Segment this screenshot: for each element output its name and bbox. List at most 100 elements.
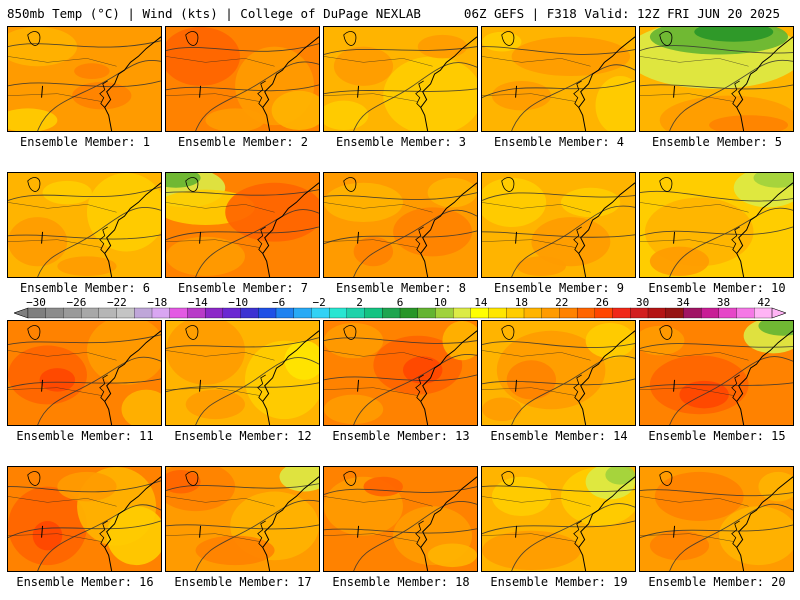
colorbar-swatch <box>647 307 667 319</box>
temperature-map <box>640 321 793 425</box>
ensemble-member-map <box>481 320 636 426</box>
colorbar-tick-label: 26 <box>595 296 609 309</box>
colorbar-tick-label: 14 <box>474 296 488 309</box>
valid-time-label: 06Z GEFS | F318 Valid: 12Z FRI JUN 20 20… <box>463 6 780 21</box>
temperature-map <box>324 321 477 425</box>
colorbar-swatch <box>222 307 242 319</box>
colorbar-tick-label: −10 <box>228 296 249 309</box>
ensemble-member-map <box>165 172 320 278</box>
ensemble-member-map <box>323 172 478 278</box>
temperature-map <box>166 173 319 277</box>
colorbar-swatch <box>665 307 684 319</box>
temperature-map <box>640 173 793 277</box>
temperature-map <box>324 467 477 571</box>
colorbar-tick-label: −18 <box>147 296 168 309</box>
colorbar-tick-label: 42 <box>757 296 771 309</box>
colorbar-swatch <box>258 307 277 319</box>
colorbar-tick-label: 38 <box>716 296 731 309</box>
ensemble-member-caption: Ensemble Member: 4 <box>493 135 625 149</box>
ensemble-member-caption: Ensemble Member: 20 <box>648 575 786 589</box>
colorbar-swatch <box>399 307 419 319</box>
ensemble-member-caption: Ensemble Member: 10 <box>648 281 786 295</box>
colorbar-swatch <box>452 307 472 319</box>
colorbar-swatch <box>80 307 100 319</box>
colorbar-swatch <box>594 307 614 319</box>
temperature-map <box>166 467 319 571</box>
colorbar-swatch <box>98 307 118 319</box>
ensemble-member-map <box>639 466 794 572</box>
colorbar-tick-label: 10 <box>433 296 448 309</box>
colorbar-swatch <box>169 307 188 319</box>
colorbar-swatch <box>700 307 720 319</box>
colorbar-swatch <box>612 307 631 319</box>
colorbar-swatch <box>754 307 773 319</box>
temperature-map <box>482 467 635 571</box>
temperature-map <box>482 27 635 131</box>
colorbar-tick-label: −6 <box>272 296 286 309</box>
ensemble-member-caption: Ensemble Member: 2 <box>177 135 309 149</box>
colorbar-swatch <box>187 307 206 319</box>
ensemble-member-caption: Ensemble Member: 16 <box>16 575 154 589</box>
temperature-map <box>166 321 319 425</box>
chart-title: 850mb Temp (°C) | Wind (kts) | College o… <box>7 6 421 21</box>
colorbar-swatch <box>736 307 755 319</box>
ensemble-member-caption: Ensemble Member: 15 <box>648 429 786 443</box>
ensemble-member-caption: Ensemble Member: 8 <box>335 281 467 295</box>
ensemble-member-map <box>639 172 794 278</box>
ensemble-member-caption: Ensemble Member: 18 <box>332 575 470 589</box>
colorbar-swatch <box>204 307 224 319</box>
colorbar-swatch <box>134 307 153 319</box>
colorbar-tick-label: 22 <box>555 296 569 309</box>
colorbar-swatches <box>14 307 786 319</box>
ensemble-member-map <box>323 466 478 572</box>
colorbar-swatch <box>293 307 312 319</box>
ensemble-member-caption: Ensemble Member: 12 <box>174 429 312 443</box>
ensemble-member-caption: Ensemble Member: 11 <box>16 429 154 443</box>
temperature-map <box>8 321 161 425</box>
colorbar-swatch <box>541 307 560 319</box>
temperature-map <box>324 27 477 131</box>
ensemble-member-map <box>639 320 794 426</box>
colorbar-tick-label: −30 <box>26 296 46 309</box>
colorbar-swatch <box>364 307 383 319</box>
ensemble-member-caption: Ensemble Member: 14 <box>490 429 628 443</box>
ensemble-member-map <box>165 466 320 572</box>
ensemble-member-map <box>7 172 162 278</box>
ensemble-member-caption: Ensemble Member: 19 <box>490 575 628 589</box>
colorbar-swatch <box>45 307 64 319</box>
ensemble-member-caption: Ensemble Member: 3 <box>335 135 467 149</box>
temperature-map <box>482 321 635 425</box>
colorbar-swatch <box>311 307 330 319</box>
ensemble-member-caption: Ensemble Member: 1 <box>19 135 151 149</box>
ensemble-member-caption: Ensemble Member: 7 <box>177 281 309 295</box>
colorbar-tick-label: −26 <box>66 296 87 309</box>
ensemble-member-caption: Ensemble Member: 9 <box>493 281 625 295</box>
temperature-map <box>8 27 161 131</box>
ensemble-member-map <box>7 26 162 132</box>
ensemble-member-caption: Ensemble Member: 6 <box>19 281 151 295</box>
colorbar-swatch <box>435 307 454 319</box>
colorbar-tick-label: −22 <box>106 296 127 309</box>
ensemble-member-map <box>481 172 636 278</box>
ensemble-member-caption: Ensemble Member: 5 <box>651 135 783 149</box>
colorbar-swatch <box>151 307 171 319</box>
ensemble-member-map <box>165 26 320 132</box>
colorbar-swatch <box>27 307 47 319</box>
ensemble-member-map <box>7 466 162 572</box>
temperature-map <box>8 467 161 571</box>
colorbar-swatch <box>683 307 702 319</box>
colorbar-swatch <box>576 307 596 319</box>
ensemble-member-map <box>7 320 162 426</box>
temperature-map <box>482 173 635 277</box>
temperature-map <box>324 173 477 277</box>
colorbar-swatch <box>275 307 295 319</box>
colorbar-tick-label: −14 <box>187 296 208 309</box>
ensemble-member-map <box>165 320 320 426</box>
colorbar-swatch <box>718 307 738 319</box>
ensemble-member-map <box>639 26 794 132</box>
colorbar-swatch <box>346 307 366 319</box>
colorbar-swatch <box>630 307 649 319</box>
ensemble-member-map <box>481 466 636 572</box>
temperature-map <box>640 467 793 571</box>
colorbar-swatch <box>116 307 135 319</box>
